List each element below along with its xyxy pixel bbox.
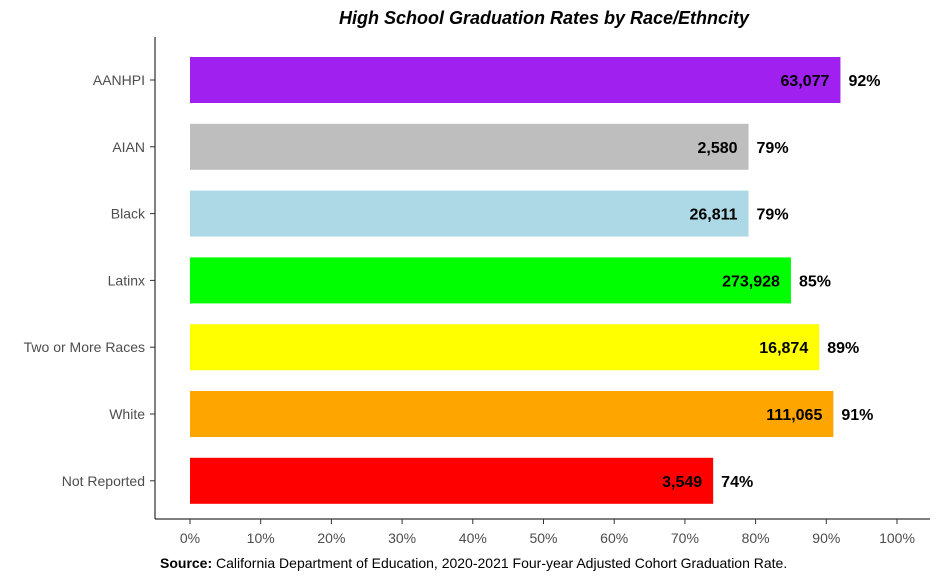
- y-tick-label: AIAN: [112, 139, 145, 155]
- percent-label: 92%: [848, 73, 880, 90]
- x-tick-label: 30%: [388, 530, 416, 546]
- percent-label: 79%: [757, 140, 789, 157]
- percent-label: 79%: [757, 207, 789, 224]
- count-label: 2,580: [697, 140, 737, 157]
- y-tick-label: Two or More Races: [24, 339, 145, 355]
- x-tick-label: 50%: [529, 530, 557, 546]
- x-tick-label: 20%: [317, 530, 345, 546]
- bar: [190, 257, 791, 304]
- count-label: 111,065: [766, 407, 822, 424]
- x-tick-label: 70%: [671, 530, 699, 546]
- chart-title: High School Graduation Rates by Race/Eth…: [338, 8, 750, 28]
- count-label: 63,077: [781, 73, 830, 90]
- y-tick-label: Latinx: [108, 272, 145, 288]
- source-caption: Source: California Department of Educati…: [160, 555, 787, 571]
- percent-label: 91%: [841, 407, 873, 424]
- x-tick-label: 90%: [812, 530, 840, 546]
- percent-label: 89%: [827, 340, 859, 357]
- bar: [190, 391, 834, 437]
- y-tick-label: AANHPI: [93, 72, 145, 88]
- bar: [190, 190, 749, 237]
- x-tick-label: 40%: [459, 530, 487, 546]
- x-tick-label: 0%: [180, 530, 200, 546]
- x-tick-label: 60%: [600, 530, 628, 546]
- bar: [190, 123, 749, 170]
- bar: [190, 57, 841, 103]
- bar: [190, 457, 714, 504]
- count-label: 16,874: [759, 340, 808, 357]
- count-label: 26,811: [689, 207, 737, 224]
- source-text: California Department of Education, 2020…: [212, 555, 788, 571]
- percent-label: 74%: [721, 474, 753, 491]
- x-tick-label: 100%: [879, 530, 915, 546]
- source-label: Source:: [160, 555, 213, 571]
- bar: [190, 324, 820, 371]
- y-tick-label: White: [109, 406, 145, 422]
- count-label: 273,928: [722, 273, 780, 290]
- percent-label: 85%: [799, 273, 831, 290]
- x-tick-label: 10%: [247, 530, 275, 546]
- x-tick-label: 80%: [742, 530, 770, 546]
- y-tick-label: Black: [111, 206, 146, 222]
- y-tick-label: Not Reported: [62, 473, 145, 489]
- count-label: 3,549: [662, 474, 702, 491]
